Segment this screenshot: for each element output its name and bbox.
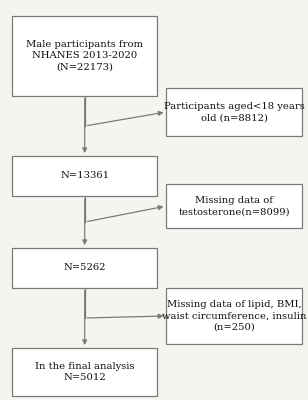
Text: Male participants from
NHANES 2013-2020
(N=22173): Male participants from NHANES 2013-2020 …	[26, 40, 143, 72]
FancyBboxPatch shape	[12, 156, 157, 196]
Text: Missing data of lipid, BMI,
waist circumference, insulin
(n=250): Missing data of lipid, BMI, waist circum…	[162, 300, 306, 332]
FancyBboxPatch shape	[166, 88, 302, 136]
FancyBboxPatch shape	[166, 184, 302, 228]
FancyBboxPatch shape	[12, 16, 157, 96]
Text: Missing data of
testosterone(n=8099): Missing data of testosterone(n=8099)	[178, 196, 290, 216]
Text: N=13361: N=13361	[60, 172, 109, 180]
Text: Participants aged<18 years
old (n=8812): Participants aged<18 years old (n=8812)	[164, 102, 304, 122]
FancyBboxPatch shape	[166, 288, 302, 344]
FancyBboxPatch shape	[12, 248, 157, 288]
FancyBboxPatch shape	[12, 348, 157, 396]
Text: N=5262: N=5262	[63, 264, 106, 272]
Text: In the final analysis
N=5012: In the final analysis N=5012	[35, 362, 135, 382]
